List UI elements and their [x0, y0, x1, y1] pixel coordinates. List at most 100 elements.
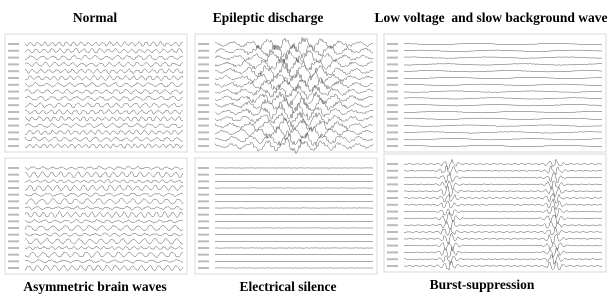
- channel-label: [198, 77, 209, 79]
- channel-label: [387, 145, 398, 147]
- channel-label: [387, 77, 398, 79]
- channel-label: [8, 174, 19, 176]
- channel-label: [387, 138, 398, 140]
- channel-label: [198, 207, 209, 209]
- channel-label: [8, 187, 19, 189]
- panel-title: Asymmetric brain waves: [23, 279, 166, 294]
- eeg-panel: [384, 34, 606, 152]
- channel-label: [387, 57, 398, 59]
- panel-title: Burst-suppression: [430, 277, 535, 292]
- channel-label: [198, 104, 209, 106]
- channel-label: [8, 247, 19, 249]
- channel-label: [387, 91, 398, 93]
- channel-label: [387, 217, 398, 219]
- eeg-panel: [384, 154, 606, 272]
- channel-label: [198, 167, 209, 169]
- channel-label: [198, 145, 209, 147]
- panel-title: Electrical silence: [239, 279, 336, 294]
- channel-label: [198, 118, 209, 120]
- channel-label: [198, 63, 209, 65]
- channel-label: [387, 211, 398, 213]
- channel-label: [387, 125, 398, 127]
- channel-label: [8, 214, 19, 216]
- panel-title: Low voltage and slow background wave: [374, 10, 607, 25]
- channel-label: [387, 163, 398, 165]
- channel-label: [198, 84, 209, 86]
- channel-label: [198, 254, 209, 256]
- channel-label: [387, 43, 398, 45]
- channel-label: [8, 200, 19, 202]
- channel-label: [8, 118, 19, 120]
- channel-label: [198, 111, 209, 113]
- channel-label: [387, 177, 398, 179]
- channel-label: [198, 240, 209, 242]
- channel-label: [8, 145, 19, 147]
- eeg-panel: [195, 158, 377, 274]
- channel-label: [198, 131, 209, 133]
- channel-label: [8, 220, 19, 222]
- channel-label: [198, 194, 209, 196]
- channel-label: [387, 251, 398, 253]
- channel-label: [8, 84, 19, 86]
- channel-label: [198, 234, 209, 236]
- channel-label: [198, 57, 209, 59]
- channel-label: [8, 180, 19, 182]
- channel-label: [198, 174, 209, 176]
- channel-label: [387, 104, 398, 106]
- channel-label: [8, 267, 19, 269]
- channel-label: [198, 227, 209, 229]
- channel-label: [387, 183, 398, 185]
- channel-label: [8, 194, 19, 196]
- channel-label: [8, 138, 19, 140]
- channel-label: [8, 63, 19, 65]
- channel-label: [387, 170, 398, 172]
- channel-label: [198, 180, 209, 182]
- channel-label: [387, 50, 398, 52]
- channel-label: [387, 63, 398, 65]
- channel-label: [8, 43, 19, 45]
- channel-label: [198, 70, 209, 72]
- channel-label: [387, 204, 398, 206]
- channel-label: [8, 254, 19, 256]
- channel-label: [387, 118, 398, 120]
- channel-label: [198, 247, 209, 249]
- channel-label: [8, 240, 19, 242]
- channel-label: [387, 111, 398, 113]
- channel-label: [198, 91, 209, 93]
- channel-label: [387, 70, 398, 72]
- channel-label: [198, 200, 209, 202]
- channel-label: [8, 97, 19, 99]
- panel-title: Normal: [73, 10, 117, 25]
- channel-label: [198, 260, 209, 262]
- channel-label: [387, 197, 398, 199]
- channel-label: [387, 265, 398, 267]
- channel-label: [387, 190, 398, 192]
- channel-label: [198, 267, 209, 269]
- channel-label: [8, 125, 19, 127]
- channel-label: [8, 77, 19, 79]
- channel-label: [198, 50, 209, 52]
- channel-label: [387, 131, 398, 133]
- channel-label: [387, 245, 398, 247]
- channel-label: [8, 207, 19, 209]
- channel-label: [8, 50, 19, 52]
- channel-label: [198, 43, 209, 45]
- channel-label: [8, 260, 19, 262]
- channel-label: [198, 214, 209, 216]
- eeg-panel: [5, 34, 187, 152]
- channel-label: [8, 91, 19, 93]
- channel-label: [387, 97, 398, 99]
- channel-label: [387, 238, 398, 240]
- channel-label: [8, 167, 19, 169]
- channel-label: [387, 231, 398, 233]
- channel-label: [8, 104, 19, 106]
- channel-label: [198, 138, 209, 140]
- channel-label: [198, 220, 209, 222]
- channel-label: [198, 97, 209, 99]
- panel-title: Epileptic discharge: [213, 10, 324, 25]
- channel-label: [8, 57, 19, 59]
- channel-label: [198, 187, 209, 189]
- channel-label: [8, 234, 19, 236]
- channel-label: [198, 125, 209, 127]
- channel-label: [387, 224, 398, 226]
